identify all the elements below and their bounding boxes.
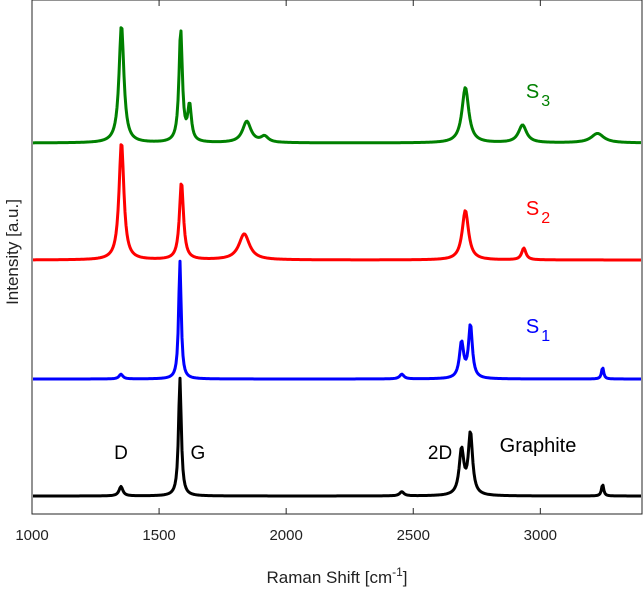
ticks-layer: 1000 1500 2000 2500 3000: [15, 0, 557, 544]
x-tick-label: 3000: [524, 527, 557, 544]
series-layer: [32, 26, 642, 498]
labels-layer: Graphite S 1 S 2 S 3 D G 2D: [114, 81, 576, 464]
peak-label-d: D: [114, 443, 128, 464]
y-axis-title: Intensity [a.u.]: [3, 199, 22, 305]
series-line-graphite: [32, 376, 642, 498]
series-label-graphite: Graphite: [500, 435, 577, 457]
x-tick-label: 1500: [142, 527, 175, 544]
peak-label-2d: 2D: [428, 443, 452, 464]
x-axis-title: Raman Shift [cm-1]: [266, 565, 407, 587]
series-line-s3: [32, 26, 642, 145]
series-line-s2: [32, 143, 642, 262]
plot-frame: [31, 0, 643, 515]
series-line-s1: [32, 259, 642, 381]
x-tick-label: 2000: [269, 527, 302, 544]
peak-label-g: G: [191, 443, 206, 464]
x-tick-label: 1000: [15, 527, 48, 544]
x-tick-label: 2500: [397, 527, 430, 544]
